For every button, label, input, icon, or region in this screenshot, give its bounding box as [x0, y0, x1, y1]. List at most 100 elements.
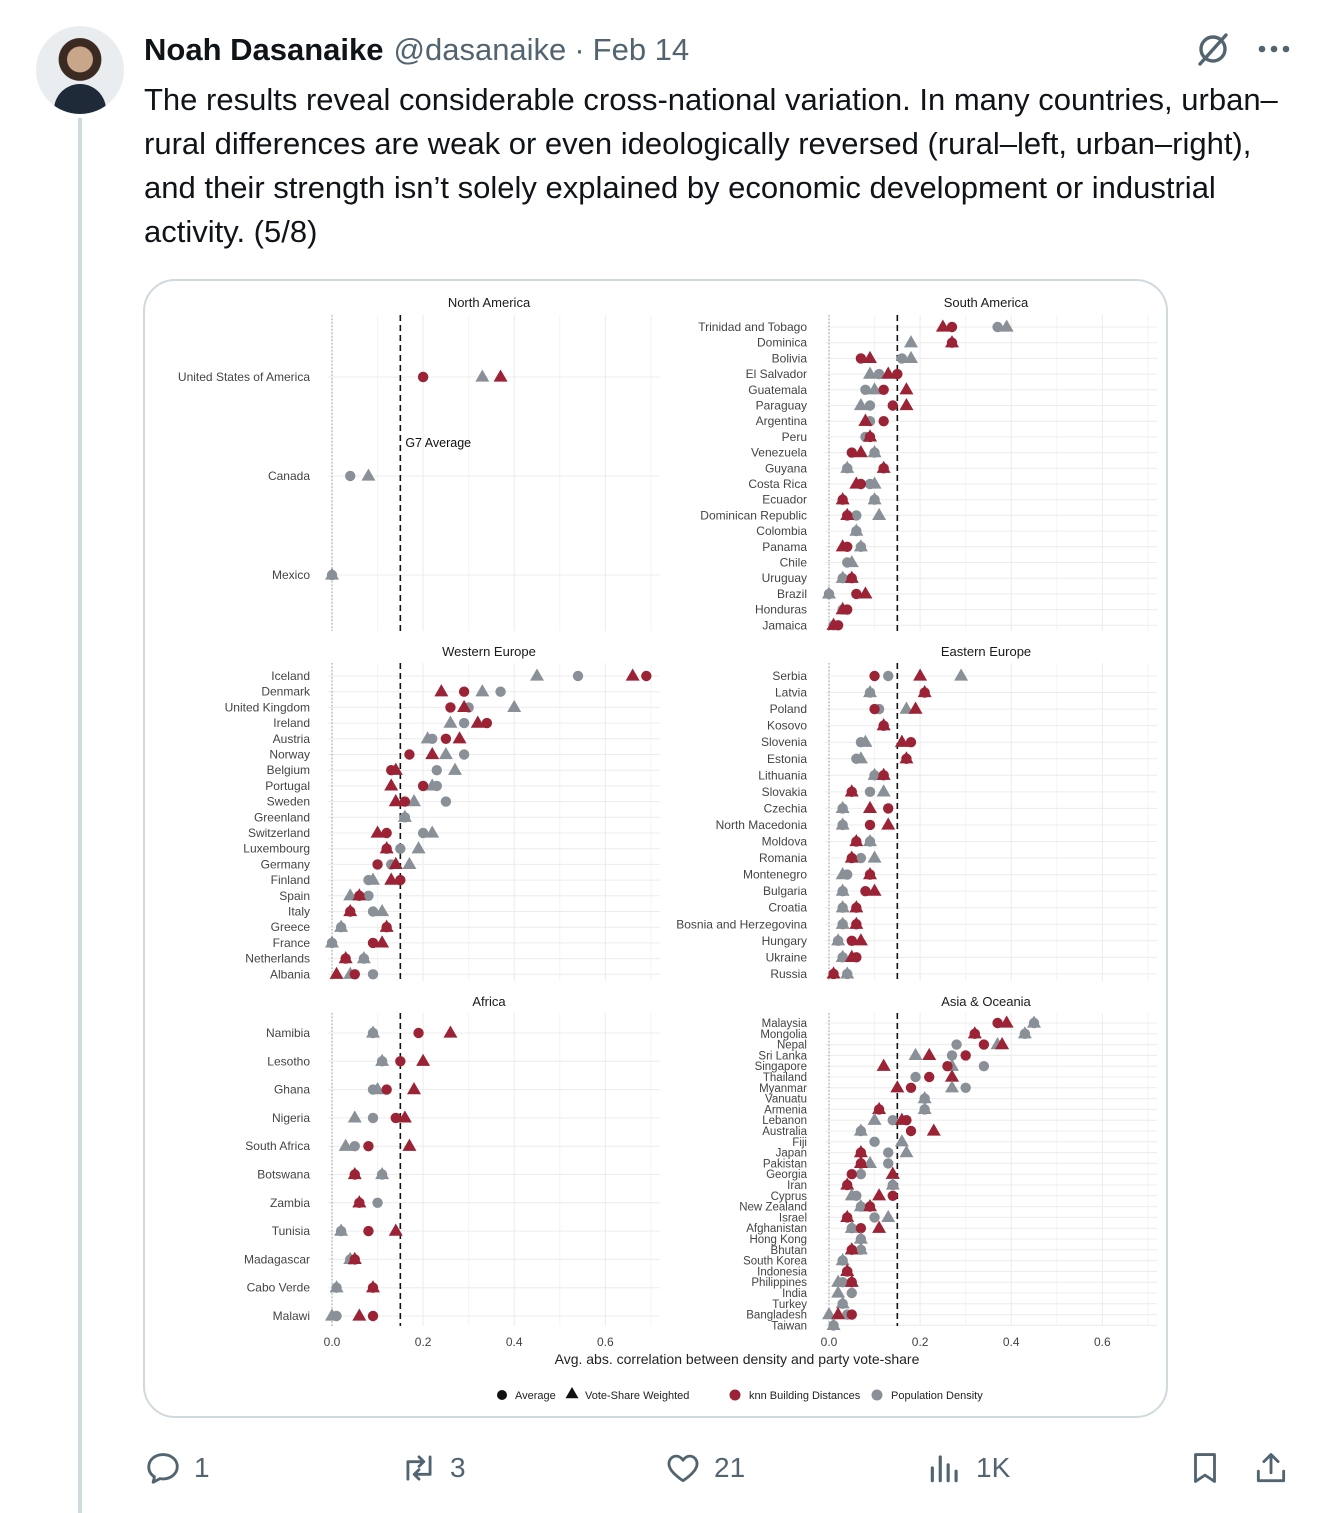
knn-average-point — [864, 869, 876, 880]
avatar[interactable] — [36, 26, 124, 114]
density-average-point — [837, 952, 848, 963]
knn-average-point — [846, 1244, 857, 1255]
author-handle[interactable]: @dasanaike — [393, 32, 567, 67]
density-weighted-point — [361, 468, 376, 481]
views-button[interactable]: 1K — [926, 1440, 1010, 1496]
country-label: Latvia — [775, 686, 807, 700]
like-icon — [667, 1454, 699, 1483]
density-average-point — [946, 1050, 958, 1061]
knn-average-point — [878, 463, 889, 474]
country-label: Brazil — [777, 587, 807, 601]
knn-weighted-point — [388, 856, 403, 870]
density-average-point — [828, 1320, 839, 1331]
country-label: Sri Lanka — [758, 1050, 807, 1062]
knn-average-point — [978, 1039, 990, 1050]
knn-average-point — [846, 935, 857, 946]
country-label: Costa Rica — [748, 477, 807, 491]
country-label: Peru — [782, 430, 807, 444]
density-weighted-point — [438, 746, 453, 760]
country-label: Denmark — [261, 685, 311, 699]
density-weighted-point — [443, 715, 458, 728]
grok-icon[interactable] — [1194, 30, 1232, 68]
country-label: Mongolia — [760, 1029, 807, 1041]
country-label: Zambia — [270, 1196, 310, 1210]
knn-average-point — [832, 620, 844, 631]
x-axis-label: Avg. abs. correlation between density an… — [555, 1351, 920, 1367]
density-average-point — [869, 1212, 880, 1223]
knn-average-point — [367, 1282, 379, 1293]
knn-average-point — [367, 1310, 379, 1322]
knn-average-point — [354, 1197, 365, 1208]
density-weighted-point — [904, 335, 918, 348]
knn-average-point — [842, 541, 853, 552]
knn-average-point — [842, 510, 853, 521]
density-average-point — [855, 737, 867, 748]
author-name[interactable]: Noah Dasanaike — [144, 32, 384, 67]
retweet-button[interactable]: 3 — [400, 1440, 466, 1496]
knn-average-point — [381, 922, 392, 933]
country-label: Luxembourg — [243, 842, 310, 856]
knn-weighted-point — [945, 1069, 959, 1082]
density-weighted-point — [899, 1145, 914, 1158]
like-button[interactable]: 21 — [664, 1440, 745, 1496]
panel-title: Africa — [472, 994, 506, 1009]
density-average-point — [887, 1179, 898, 1191]
knn-weighted-point — [434, 684, 449, 697]
tweet-media-chart[interactable]: North America United States of America Can… — [143, 279, 1168, 1418]
density-weighted-point — [863, 366, 877, 379]
knn-weighted-point — [625, 668, 640, 681]
knn-average-point — [901, 1115, 912, 1126]
country-label: Bosnia and Herzegovina — [676, 917, 807, 931]
density-average-point — [363, 874, 374, 886]
density-weighted-point — [831, 1285, 846, 1298]
knn-average-point — [851, 902, 862, 913]
knn-average-point — [878, 384, 889, 395]
bookmark-icon — [1194, 1453, 1216, 1483]
knn-weighted-point — [894, 734, 909, 747]
knn-average-point — [842, 1266, 853, 1277]
more-icon[interactable] — [1254, 30, 1294, 68]
density-average-point — [331, 1282, 342, 1293]
knn-average-point — [869, 670, 880, 682]
knn-average-point — [887, 400, 898, 411]
density-weighted-point — [872, 507, 887, 521]
country-label: Tunisia — [272, 1224, 311, 1238]
country-label: Indonesia — [757, 1266, 807, 1278]
density-average-point — [331, 1310, 342, 1322]
x-tick-label: 0.2 — [415, 1335, 432, 1349]
country-label: Greece — [271, 920, 311, 934]
knn-weighted-point — [872, 1188, 887, 1201]
knn-average-point — [851, 919, 862, 930]
knn-average-point — [864, 431, 876, 443]
legend-average-symbol — [497, 1390, 507, 1400]
knn-weighted-point — [899, 397, 914, 411]
country-label: Greenland — [254, 810, 310, 824]
knn-weighted-point — [416, 1053, 431, 1066]
legend-average-label: Average — [515, 1390, 556, 1402]
reply-button[interactable]: 1 — [144, 1440, 210, 1496]
density-average-point — [896, 353, 908, 364]
density-average-point — [951, 1039, 962, 1050]
bookmark-button[interactable] — [1186, 1440, 1224, 1496]
density-average-point — [851, 510, 862, 521]
country-label: Nigeria — [272, 1111, 310, 1125]
country-label: Madagascar — [244, 1252, 310, 1266]
legend-density-label: Population Density — [891, 1390, 983, 1402]
country-label: Singapore — [755, 1061, 807, 1073]
knn-average-point — [399, 796, 411, 807]
knn-average-point — [851, 952, 862, 963]
knn-weighted-point — [881, 817, 896, 830]
density-average-point — [846, 1223, 857, 1234]
density-average-point — [869, 770, 880, 781]
tweet-date[interactable]: Feb 14 — [592, 32, 690, 67]
country-label: Sweden — [267, 795, 310, 809]
retweet-icon — [406, 1455, 432, 1481]
country-label: Panama — [762, 540, 807, 554]
share-button[interactable] — [1252, 1440, 1290, 1496]
knn-weighted-point — [999, 1015, 1014, 1028]
density-average-point — [372, 1197, 383, 1208]
density-average-point — [572, 670, 584, 682]
country-label: Moldova — [762, 835, 808, 849]
thread-line — [78, 118, 82, 1513]
country-label: Italy — [288, 905, 310, 919]
